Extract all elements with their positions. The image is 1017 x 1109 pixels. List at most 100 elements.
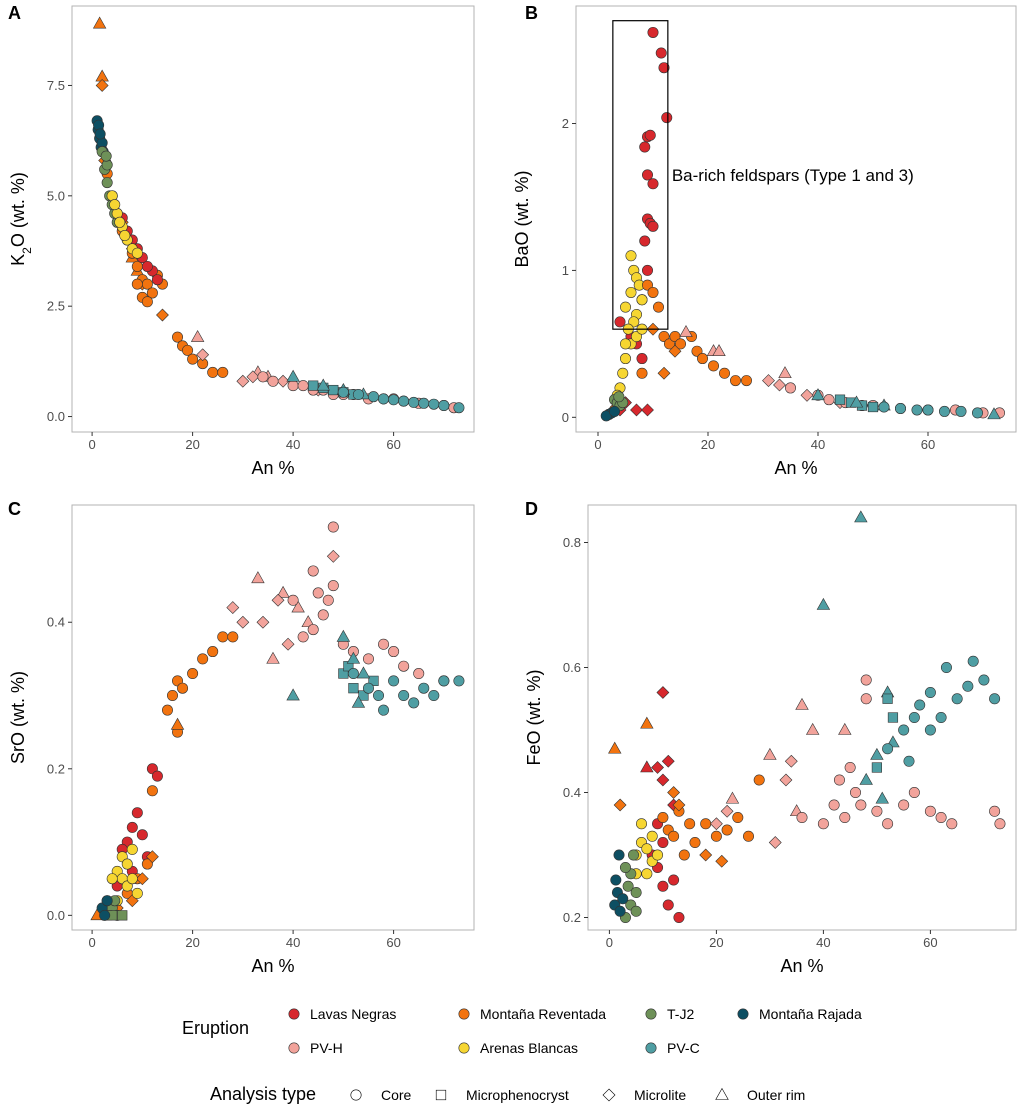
data-point [657, 836, 669, 848]
data-point [636, 294, 648, 306]
data-point [967, 655, 979, 667]
y-tick-label: 0.8 [563, 535, 581, 550]
legend-label: Outer rim [747, 1087, 805, 1103]
data-point [718, 367, 730, 379]
data-point [712, 344, 726, 357]
data-point [378, 393, 390, 405]
data-point [816, 597, 831, 610]
data-point [911, 404, 923, 416]
data-point [271, 593, 285, 607]
data-point [141, 260, 153, 272]
data-point [630, 886, 642, 898]
data-point [251, 571, 265, 584]
data-point [327, 580, 339, 592]
data-point [887, 712, 899, 723]
data-point [131, 247, 143, 259]
data-point [378, 638, 390, 650]
y-tick-label: 0 [562, 410, 569, 425]
data-point [182, 344, 194, 356]
data-point [367, 391, 379, 403]
x-axis-title: An % [780, 956, 823, 976]
y-tick-label: 1 [562, 263, 569, 278]
data-point [207, 646, 219, 658]
data-point [908, 711, 920, 723]
legend-swatch [288, 1008, 300, 1020]
data-point [784, 382, 796, 394]
data-point [994, 818, 1006, 830]
data-point [362, 653, 374, 665]
data-point [630, 403, 643, 417]
data-point [119, 230, 131, 242]
data-point [691, 345, 703, 357]
data-point [413, 668, 425, 680]
data-point [246, 370, 260, 384]
legend-item-eruption: Montaña Reventada [458, 1006, 606, 1022]
data-point [742, 830, 754, 842]
annotation-text: Ba-rich feldspars (Type 1 and 3) [672, 166, 914, 185]
data-point [849, 395, 864, 408]
data-point [700, 818, 712, 830]
data-point [617, 367, 629, 379]
data-point [141, 858, 153, 870]
panel-d: D 0 20 40 60 0.2 0.4 0.6 0.8 An % FeO (wt. %) [524, 499, 1017, 976]
data-point [613, 798, 627, 812]
data-point [641, 264, 653, 276]
data-point [721, 824, 733, 836]
data-point [145, 850, 159, 864]
data-point [823, 394, 835, 406]
data-point [882, 693, 893, 704]
data-point [236, 615, 250, 629]
data-point [418, 397, 430, 409]
data-point [647, 286, 659, 298]
data-points [91, 16, 465, 414]
legend-swatch [737, 1008, 749, 1020]
data-point [351, 695, 366, 708]
data-point [453, 402, 465, 414]
data-point [346, 651, 361, 664]
x-axis-title: An % [251, 956, 294, 976]
data-point [276, 374, 290, 388]
data-point [951, 693, 963, 705]
legend-shape [435, 1089, 447, 1101]
data-point [286, 369, 300, 382]
x-tick-label: 40 [816, 935, 830, 950]
panel-b: B 0 20 40 60 0 1 2 An % BaO (wt. %) Ba-rich feldsp… [512, 3, 1017, 478]
legend-item-eruption: PV-H [288, 1040, 343, 1056]
data-point [227, 631, 239, 643]
data-point [141, 296, 153, 308]
data-point [628, 316, 640, 328]
legend-label: Microlite [634, 1087, 686, 1103]
data-point [859, 772, 873, 785]
legend-label: Montaña Reventada [480, 1006, 606, 1022]
data-point [647, 178, 659, 190]
data-point [177, 682, 189, 694]
data-point [619, 353, 631, 365]
data-point [971, 407, 983, 419]
legend-swatch [645, 1042, 657, 1054]
data-point [398, 660, 410, 672]
data-point [854, 510, 868, 523]
data-point [636, 367, 648, 379]
legend-swatch [288, 1042, 300, 1054]
y-tick-label: 0.4 [47, 615, 65, 630]
legend-label: Montaña Rajada [759, 1006, 862, 1022]
data-point [207, 366, 219, 378]
legend-swatch [458, 1008, 470, 1020]
data-point [779, 773, 793, 787]
data-point [699, 848, 713, 862]
data-point [226, 601, 240, 615]
data-point [121, 858, 133, 870]
data-point [640, 716, 654, 729]
data-point [661, 754, 675, 768]
y-axis-title: BaO (wt. %) [512, 170, 532, 267]
y-tick-label: 0.2 [47, 761, 65, 776]
data-point [170, 717, 185, 730]
data-point [307, 624, 319, 636]
data-point [408, 697, 420, 709]
data-point [644, 129, 656, 141]
data-point [639, 141, 651, 153]
data-point [839, 811, 851, 823]
data-point [707, 360, 719, 372]
data-point [732, 811, 744, 823]
data-point [316, 378, 330, 391]
